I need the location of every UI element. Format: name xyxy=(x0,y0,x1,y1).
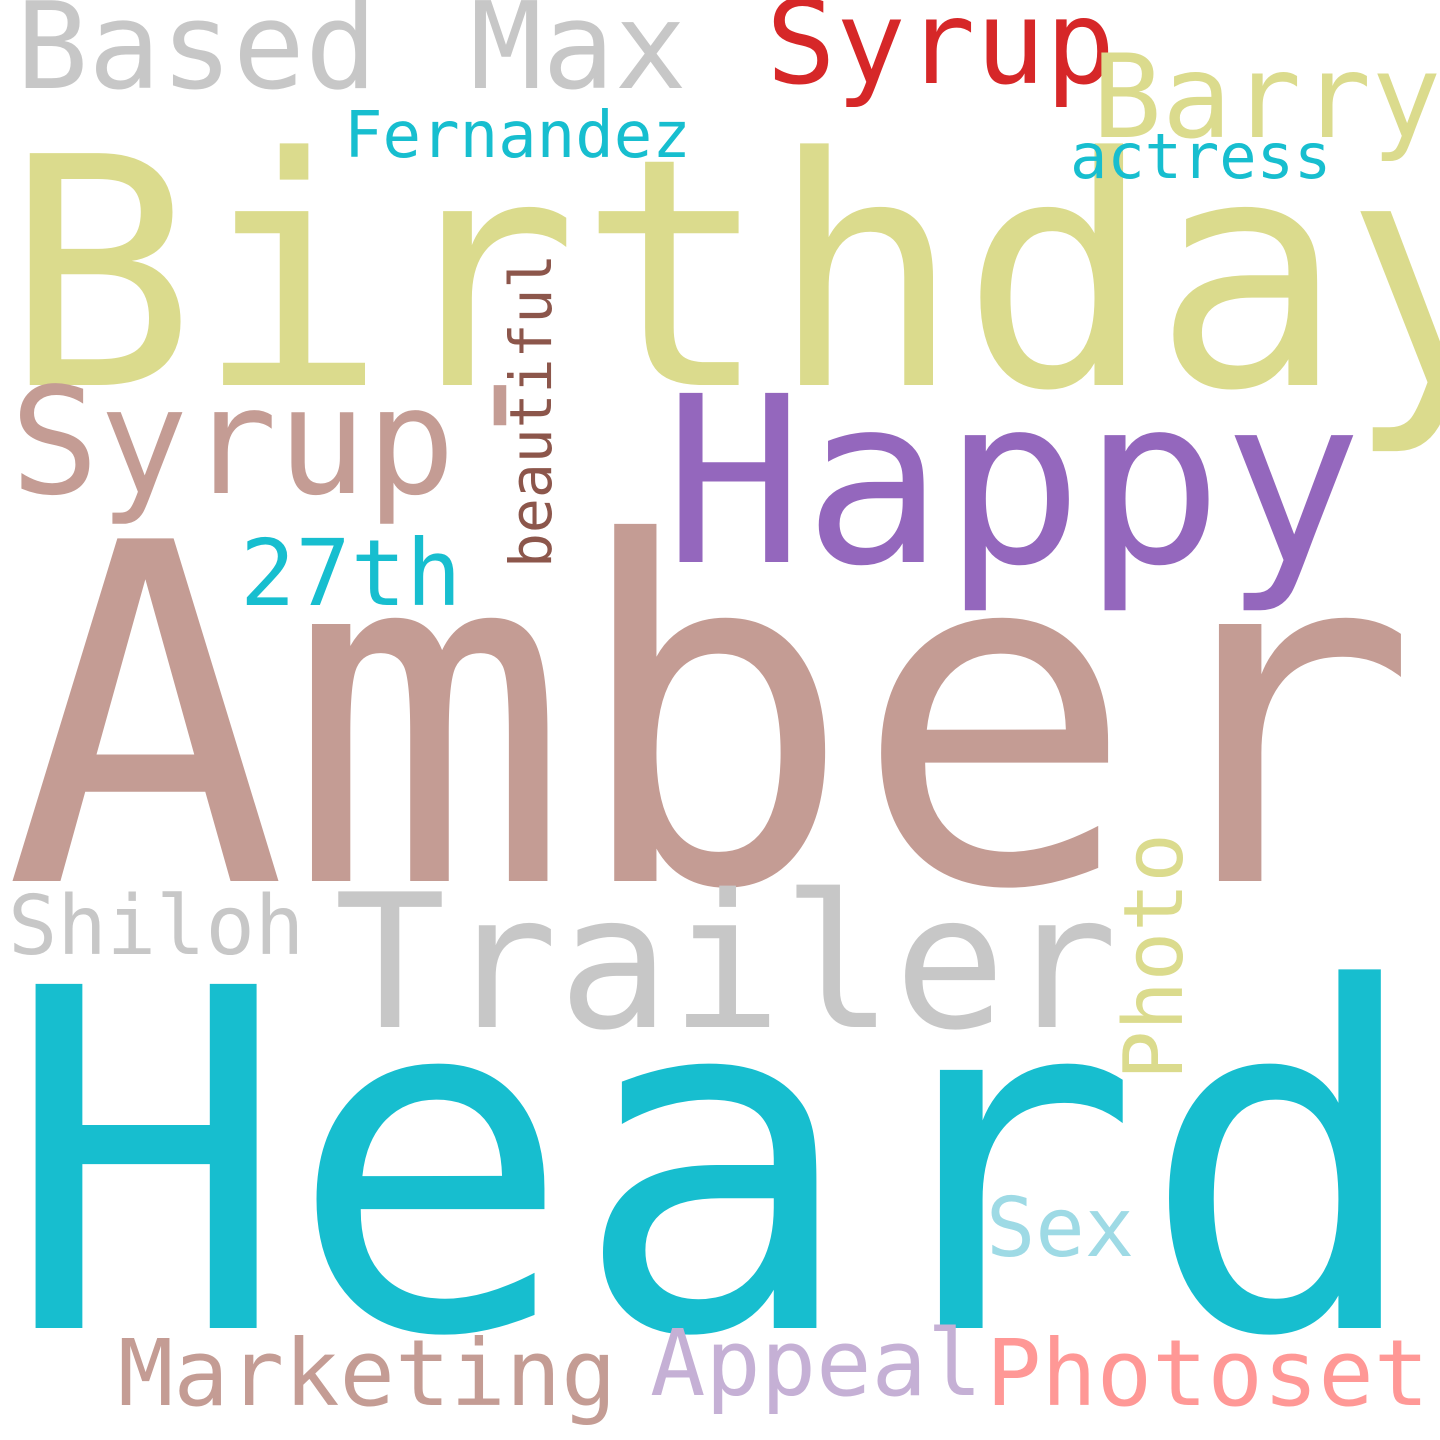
word-max: Max xyxy=(470,0,687,117)
word-trailer: Trailer xyxy=(334,854,1118,1071)
word-sex: Sex xyxy=(986,1181,1135,1276)
word-27th: 27th xyxy=(240,520,462,627)
word-syrup: Syrup xyxy=(766,0,1116,111)
word-syrup-quote: Syrup' xyxy=(10,356,545,528)
word-amber: Amber xyxy=(4,445,1419,992)
word-marketing: Marketing xyxy=(118,1320,617,1427)
word-beautiful: beautiful xyxy=(497,253,565,568)
word-photo: Photo xyxy=(1107,833,1202,1080)
word-birthday: Birthday xyxy=(4,90,1440,460)
word-actress: actress xyxy=(1070,120,1332,193)
word-heard: Heard xyxy=(4,891,1425,1440)
word-appeal: Appeal xyxy=(650,1310,983,1417)
word-fernandez: Fernandez xyxy=(344,99,691,173)
word-happy: Happy xyxy=(664,347,1363,617)
word-photoset: Photoset xyxy=(986,1320,1430,1427)
word-based: Based xyxy=(16,0,378,117)
word-shiloh: Shiloh xyxy=(8,879,305,974)
word-barry: Barry xyxy=(1092,30,1440,165)
